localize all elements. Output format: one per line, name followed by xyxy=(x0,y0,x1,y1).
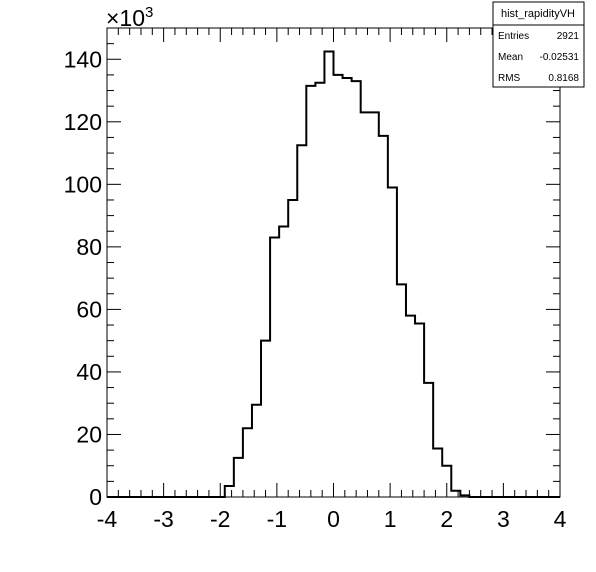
y-multiplier-base: ×10 xyxy=(106,5,145,31)
y-tick-label: 0 xyxy=(89,484,102,510)
stats-rms-value: 0.8168 xyxy=(548,73,579,84)
y-tick-label: 140 xyxy=(64,46,102,72)
plot-frame xyxy=(106,27,561,498)
x-tick-label: -1 xyxy=(267,506,287,532)
y-tick-labels: 0 20 40 60 80 100 120 140 xyxy=(64,46,102,510)
y-tick-label: 80 xyxy=(76,234,102,260)
y-multiplier-exponent: 3 xyxy=(145,4,153,21)
y-tick-label: 120 xyxy=(64,109,102,135)
stats-box-frame xyxy=(492,1,585,88)
stats-box-title: hist_rapidityVH xyxy=(501,8,575,20)
stats-mean-label: Mean xyxy=(498,52,523,63)
x-tick-label: 4 xyxy=(554,506,567,532)
x-tick-label: -2 xyxy=(210,506,230,532)
x-tick-label: 3 xyxy=(497,506,510,532)
y-tick-label: 20 xyxy=(76,421,102,447)
stats-rms-label: RMS xyxy=(498,73,521,84)
stats-entries-label: Entries xyxy=(498,31,529,42)
x-tick-label: -3 xyxy=(153,506,173,532)
x-tick-labels: -4 -3 -2 -1 0 1 2 3 4 xyxy=(97,506,567,532)
x-tick-label: -4 xyxy=(97,506,118,532)
y-tick-label: 100 xyxy=(64,171,102,197)
x-tick-label: 1 xyxy=(384,506,397,532)
x-tick-label: 2 xyxy=(440,506,453,532)
stats-entries-value: 2921 xyxy=(557,31,580,42)
stats-box: hist_rapidityVH Entries 2921 Mean -0.025… xyxy=(492,1,585,88)
stats-mean-value: -0.02531 xyxy=(540,52,580,63)
y-tick-label: 60 xyxy=(76,296,102,322)
x-tick-label: 0 xyxy=(327,506,340,532)
y-tick-label: 40 xyxy=(76,359,102,385)
y-multiplier-label: ×103 xyxy=(106,4,153,31)
